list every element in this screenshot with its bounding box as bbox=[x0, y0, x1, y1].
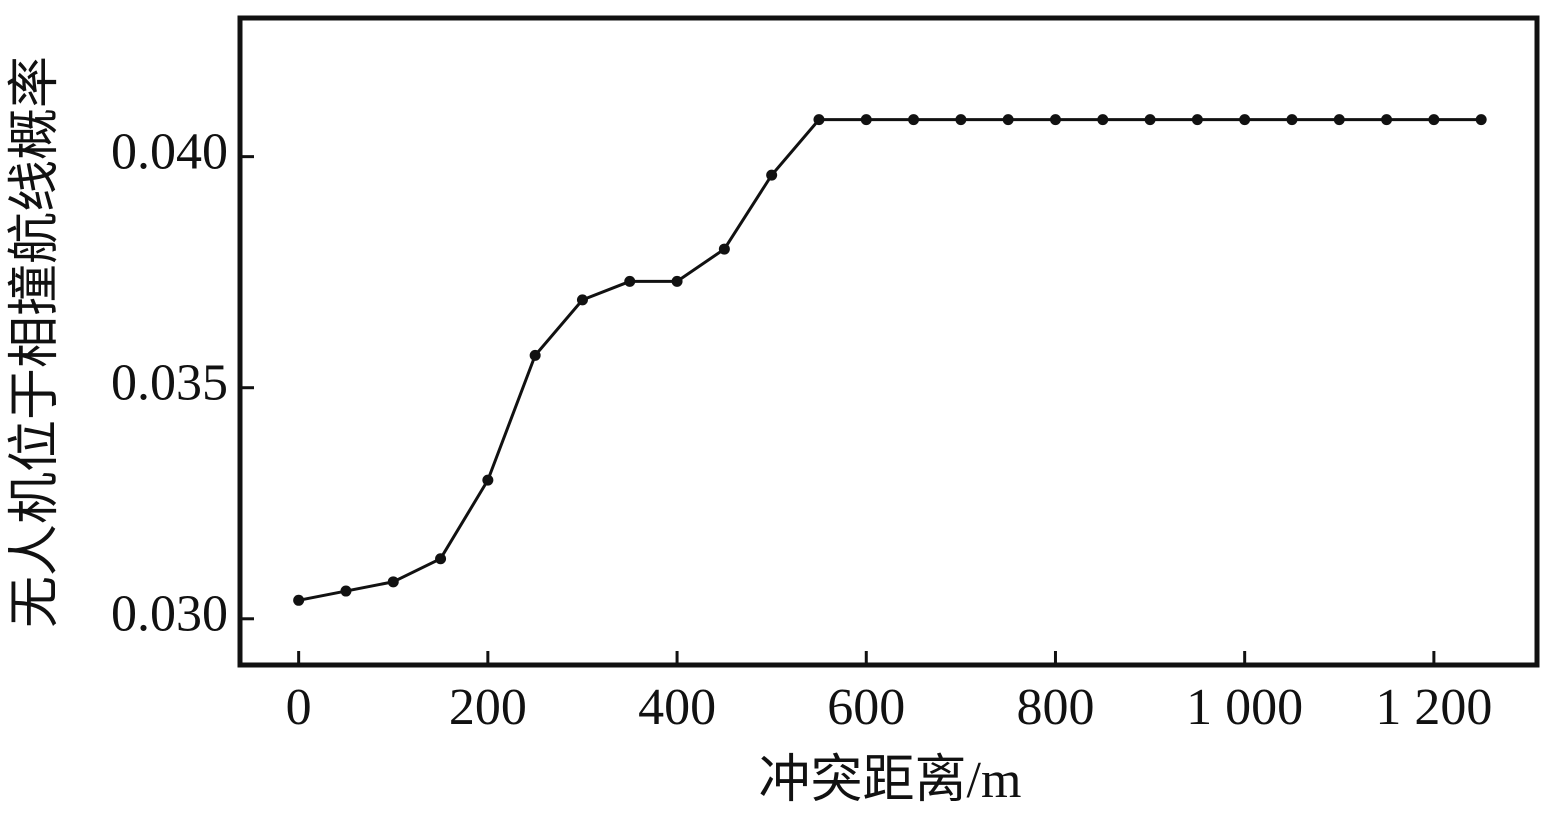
point bbox=[1239, 114, 1251, 126]
point bbox=[576, 294, 588, 306]
point bbox=[482, 474, 494, 486]
x-tick-label: 1 000 bbox=[1186, 679, 1303, 736]
point bbox=[387, 576, 399, 588]
point bbox=[1002, 114, 1014, 126]
point bbox=[671, 275, 683, 287]
point bbox=[1475, 114, 1487, 126]
point bbox=[1144, 114, 1156, 126]
point bbox=[718, 243, 730, 255]
point bbox=[529, 349, 541, 361]
x-tick-label: 1 200 bbox=[1375, 679, 1492, 736]
x-tick-label: 200 bbox=[449, 679, 527, 736]
plot-frame bbox=[237, 15, 1540, 668]
x-tick-label: 800 bbox=[1016, 679, 1094, 736]
x-tick-label: 400 bbox=[638, 679, 716, 736]
point bbox=[293, 594, 305, 606]
point bbox=[340, 585, 352, 597]
y-tick-label: 0.035 bbox=[111, 355, 228, 412]
y-tick-label: 0.030 bbox=[111, 586, 228, 643]
point bbox=[955, 114, 967, 126]
point bbox=[1333, 114, 1345, 126]
x-axis-label: 冲突距离/m bbox=[759, 752, 1022, 809]
point bbox=[908, 114, 920, 126]
line bbox=[298, 118, 1482, 602]
point bbox=[1097, 114, 1109, 126]
point bbox=[435, 553, 447, 565]
point bbox=[1286, 114, 1298, 126]
point bbox=[1191, 114, 1203, 126]
point bbox=[1049, 114, 1061, 126]
x-tick-label: 600 bbox=[827, 679, 905, 736]
x-tick-label: 0 bbox=[286, 679, 312, 736]
point bbox=[624, 275, 636, 287]
y-tick-label: 0.040 bbox=[111, 124, 228, 181]
point bbox=[766, 169, 778, 181]
point bbox=[1381, 114, 1393, 126]
point bbox=[860, 114, 872, 126]
y-axis-label: 无人机位于相撞航线概率 bbox=[7, 56, 64, 628]
point bbox=[1428, 114, 1440, 126]
point bbox=[813, 114, 825, 126]
